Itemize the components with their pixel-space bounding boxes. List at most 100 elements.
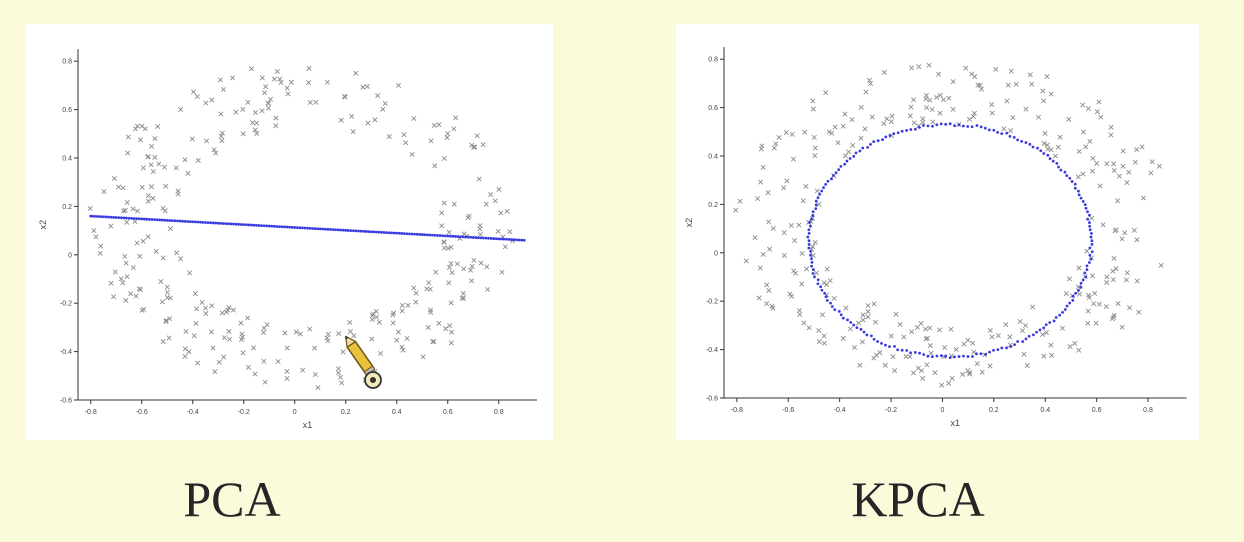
pca-data-point <box>467 267 474 273</box>
pca-data-point <box>492 198 498 204</box>
kpca-data-point <box>965 337 971 343</box>
kpca-data-point <box>1066 116 1072 122</box>
pca-y-tick-label: 0.2 <box>62 204 72 211</box>
pca-projection-point <box>354 229 358 233</box>
pca-projection-point <box>413 232 416 236</box>
pca-data-point <box>265 100 271 106</box>
kpca-projection-point <box>913 350 917 354</box>
kpca-projection-point <box>1087 261 1091 264</box>
pca-data-point <box>396 82 402 88</box>
pca-projection-point <box>515 238 518 242</box>
kpca-data-point <box>788 222 794 229</box>
pca-data-point <box>182 157 188 163</box>
pca-projection-point <box>487 236 490 240</box>
kpca-data-point <box>1075 284 1081 290</box>
pca-projection-point <box>130 216 133 220</box>
pca-projection-point <box>298 226 302 230</box>
kpca-data-point <box>1132 159 1138 165</box>
pca-projection-point <box>451 234 455 238</box>
kpca-data-point <box>1104 161 1110 167</box>
kpca-projection-point <box>869 142 872 146</box>
pca-data-point <box>375 93 381 99</box>
pca-data-point <box>469 142 475 148</box>
pca-projection-point <box>119 216 123 220</box>
kpca-projection-point <box>807 246 811 250</box>
kpca-data-point <box>824 282 830 288</box>
pca-data-point <box>254 130 260 136</box>
kpca-projection-point <box>839 313 843 317</box>
kpca-projection-point <box>811 268 815 271</box>
kpca-projection-point <box>1020 139 1024 143</box>
kpca-data-point <box>764 301 770 307</box>
kpca-data-point <box>1042 130 1048 137</box>
kpca-data-point <box>865 314 871 320</box>
kpca-projection-point <box>1071 294 1075 298</box>
kpca-data-point <box>942 345 948 351</box>
pca-data-point <box>400 347 406 353</box>
pca-projection-point <box>196 220 200 224</box>
pca-data-point <box>250 120 256 126</box>
kpca-data-point <box>1086 292 1092 298</box>
kpca-projection-point <box>979 125 983 129</box>
pca-data-point <box>203 311 209 317</box>
pca-projection-point <box>122 216 126 220</box>
kpca-projection-point <box>1068 176 1072 180</box>
pca-data-point <box>378 350 384 356</box>
pca-data-point <box>202 305 209 311</box>
pca-data-point <box>218 133 224 139</box>
pca-data-point <box>300 367 306 373</box>
kpca-data-point <box>755 196 761 202</box>
kpca-projection-point <box>1084 275 1088 279</box>
kpca-data-point <box>927 325 933 331</box>
kpca-projection-point <box>816 196 820 200</box>
kpca-projection-point <box>1042 152 1046 155</box>
pca-plot-panel: -0.8 -0.6 -0.4 -0.2 0 0.2 0.4 0.6 0.8 -0.6 -0.4 -0.… <box>26 24 553 440</box>
pca-projection-point <box>181 219 184 223</box>
pca-data-point <box>148 184 155 190</box>
pca-data-point <box>288 79 294 85</box>
kpca-data-point <box>929 107 935 113</box>
kpca-data-point <box>865 309 871 315</box>
kpca-data-point <box>816 328 822 334</box>
kpca-projection-point <box>811 210 815 214</box>
pca-projection-point <box>397 231 401 235</box>
pca-projection-point <box>362 229 365 233</box>
pca-projection-point <box>145 217 149 221</box>
kpca-projection-point <box>1068 301 1072 305</box>
pca-data-point <box>145 193 151 199</box>
kpca-data-point <box>866 77 872 83</box>
pca-data-point <box>167 226 173 232</box>
kpca-data-point <box>953 346 959 353</box>
pca-data-point <box>233 109 239 115</box>
pca-projection-point <box>334 228 337 232</box>
kpca-data-point <box>1139 144 1145 150</box>
kpca-data-point <box>810 244 816 250</box>
kpca-data-point <box>1017 318 1023 325</box>
kpca-x-tick-label: 0.6 <box>1092 407 1102 414</box>
kpca-data-point <box>960 371 966 377</box>
kpca-data-point <box>930 119 936 125</box>
pca-projection-point <box>270 224 274 228</box>
kpca-data-point <box>939 382 945 388</box>
kpca-data-point <box>771 145 777 151</box>
pca-data-point <box>182 353 188 359</box>
pca-data-point <box>471 257 477 263</box>
kpca-projection-point <box>939 122 943 126</box>
pca-projection-point <box>176 219 179 223</box>
pca-projection-point <box>178 219 182 223</box>
pca-projection-point <box>469 235 473 239</box>
kpca-data-point <box>1040 331 1046 337</box>
pca-data-point <box>183 329 189 335</box>
pca-data-point <box>245 99 251 105</box>
pca-projection-point <box>392 231 396 235</box>
kpca-x-tick-label: -0.2 <box>885 407 897 414</box>
kpca-projection-point <box>1088 213 1091 217</box>
kpca-data-point <box>950 79 956 85</box>
pca-data-point <box>448 261 454 267</box>
pca-data-point <box>306 80 312 86</box>
kpca-data-point <box>1110 268 1116 274</box>
pca-data-point <box>444 135 450 141</box>
kpca-data-point <box>758 179 764 185</box>
kpca-projection-point <box>926 354 930 358</box>
pca-data-point <box>195 157 201 163</box>
